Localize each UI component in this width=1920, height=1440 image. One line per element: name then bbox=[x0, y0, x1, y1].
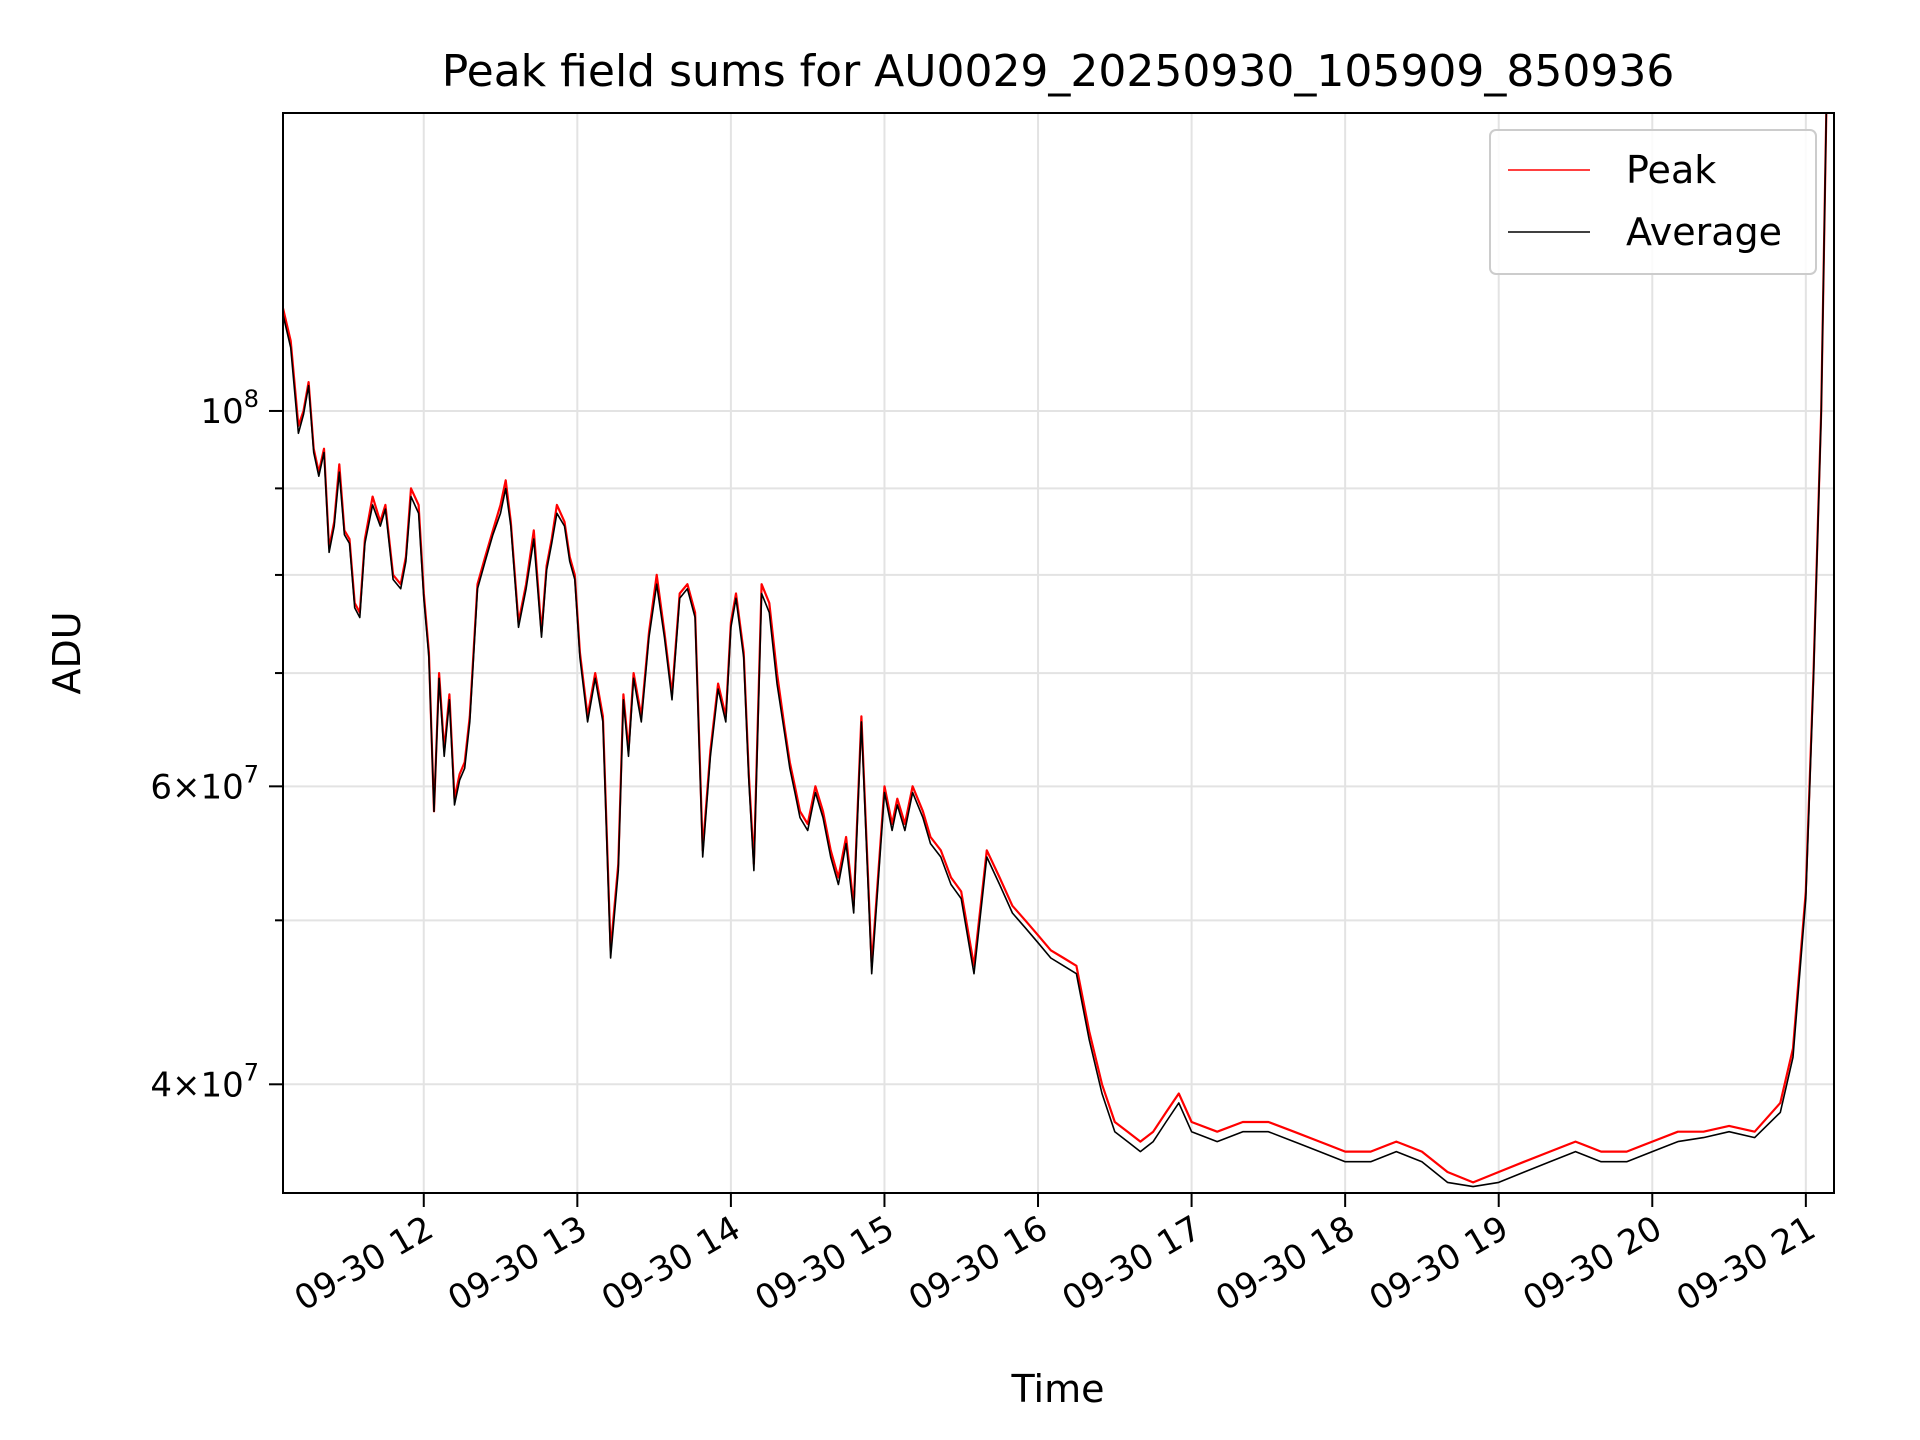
chart-title: Peak field sums for AU0029_20250930_1059… bbox=[442, 46, 1675, 97]
legend-label-average: Average bbox=[1626, 210, 1782, 254]
legend: Peak Average bbox=[1489, 129, 1817, 275]
y-tick-label: 6×107 bbox=[150, 760, 259, 807]
grid bbox=[283, 113, 1834, 1193]
y-tick-label: 108 bbox=[200, 385, 259, 432]
plot-frame bbox=[282, 112, 1835, 1194]
legend-box bbox=[1489, 129, 1817, 275]
x-axis-label: Time bbox=[1011, 1367, 1105, 1411]
series-layer bbox=[283, 113, 1828, 1188]
y-axis: 108 6×107 4×107 bbox=[150, 385, 283, 1105]
legend-label-peak: Peak bbox=[1626, 148, 1716, 192]
y-tick-label: 4×107 bbox=[150, 1058, 259, 1105]
series-line-average bbox=[283, 113, 1828, 1188]
y-axis-label: ADU bbox=[45, 611, 89, 694]
